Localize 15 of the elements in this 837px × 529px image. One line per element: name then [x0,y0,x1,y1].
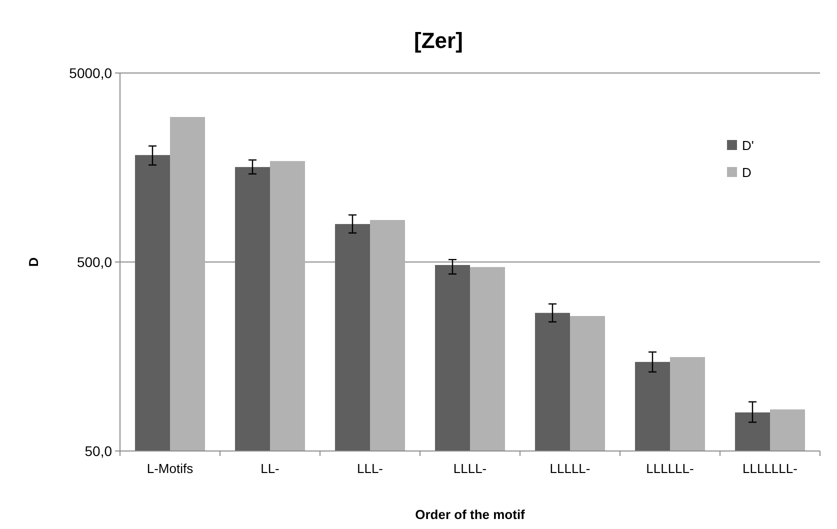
x-tick-label: L-Motifs [146,461,194,476]
x-axis-title: Order of the motif [415,507,526,522]
x-tick-label: LLLL- [453,461,487,476]
legend-label: D' [742,138,754,153]
chart-title: [Zer] [414,28,463,53]
x-tick-label: LLL- [356,461,384,476]
x-tick-label: LLLLLL- [646,461,694,476]
y-tick-label: 5000,0 [69,65,112,81]
y-tick-label: 500,0 [76,254,112,270]
x-tick-label: LLLLLLL- [742,461,798,476]
y-axis-title: D [26,257,41,267]
x-tick-label: LLLLL- [550,461,590,476]
x-tick-label: LL- [260,461,280,476]
legend-label: D [742,165,752,180]
y-tick-label: 50,0 [84,443,112,459]
